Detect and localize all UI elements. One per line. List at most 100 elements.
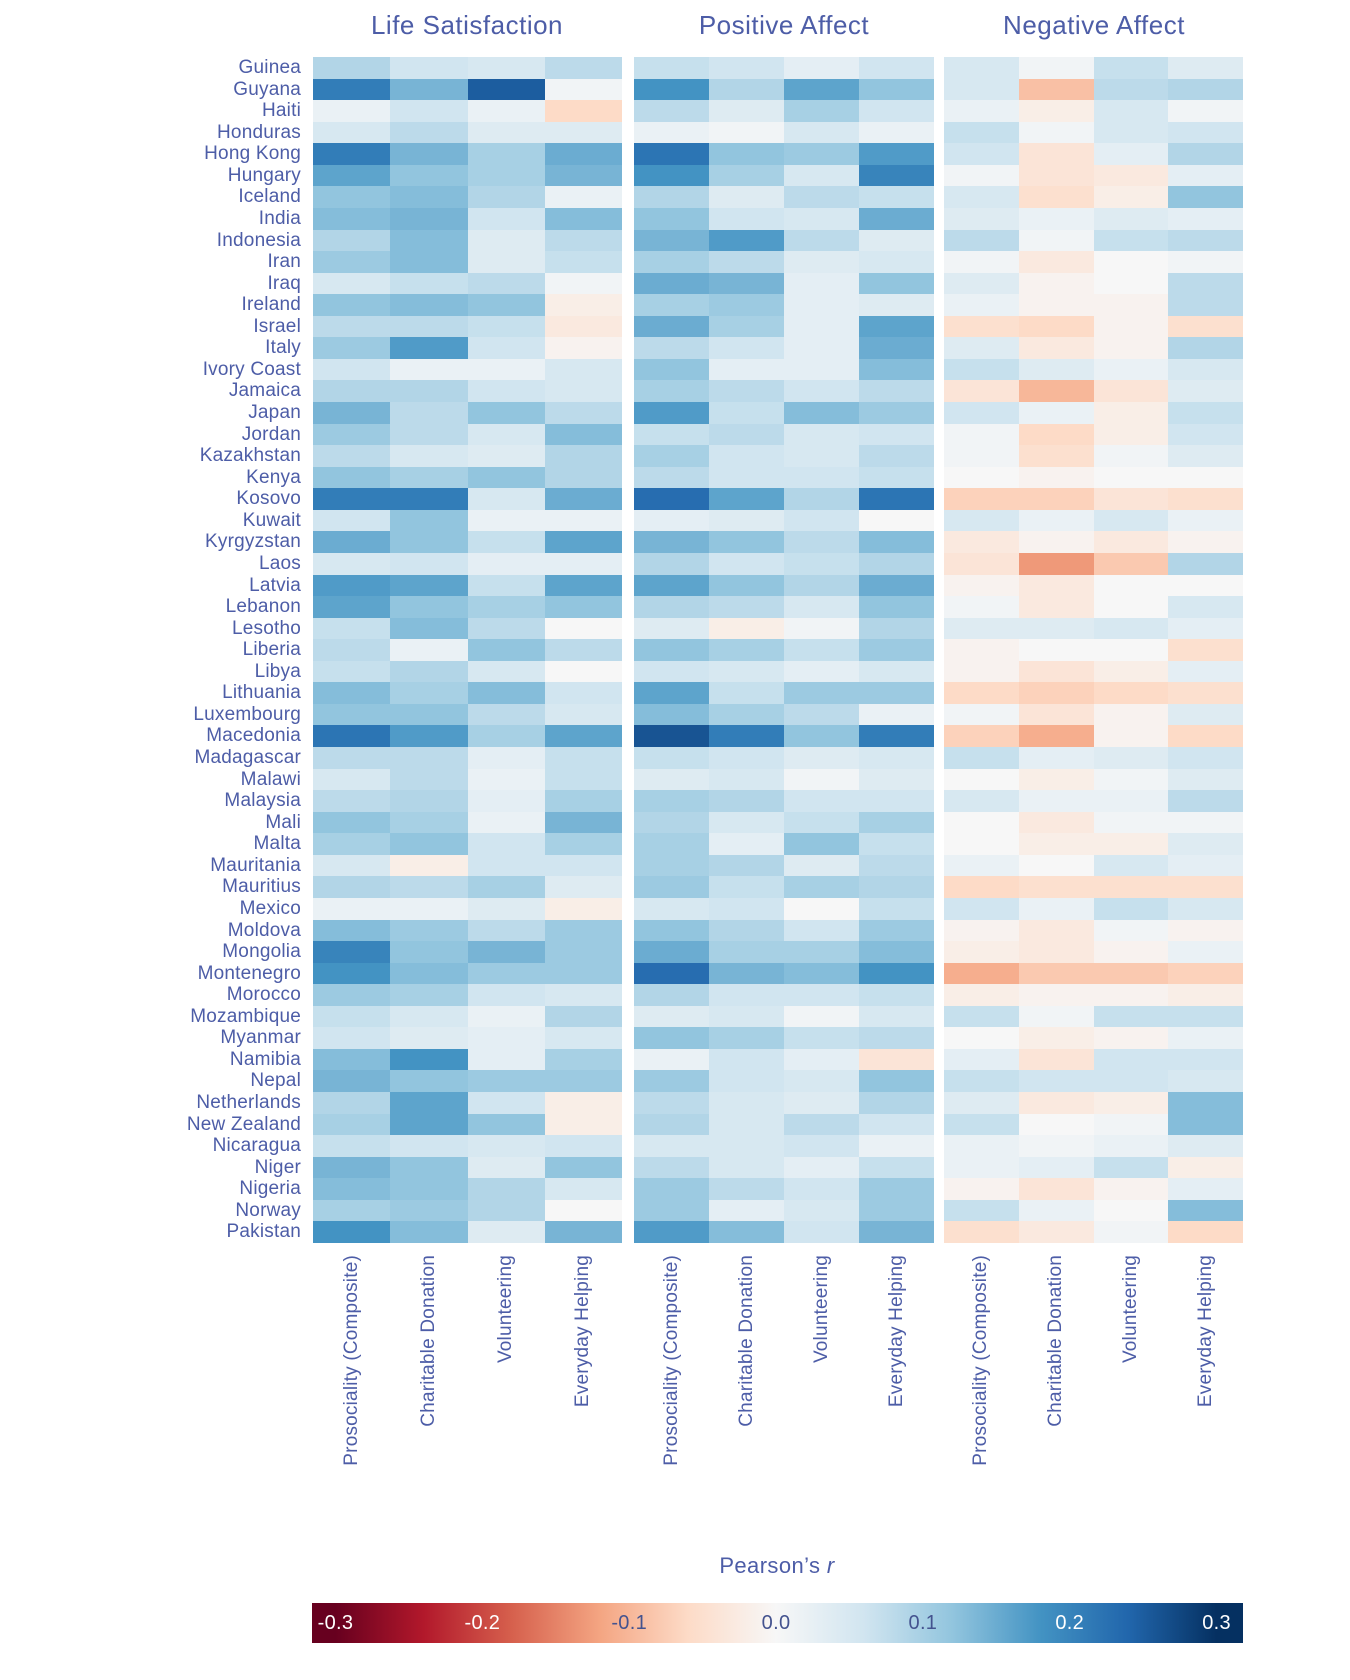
heatmap-cell bbox=[859, 57, 934, 79]
heatmap-cell bbox=[544, 897, 622, 920]
heatmap-cell bbox=[1093, 380, 1169, 403]
heatmap-cell bbox=[634, 78, 709, 101]
row-label: Madagascar bbox=[194, 747, 301, 768]
heatmap-cell bbox=[859, 1135, 934, 1157]
heatmap-cell bbox=[313, 1048, 391, 1071]
heatmap-cell bbox=[313, 358, 391, 381]
heatmap-cell bbox=[1093, 229, 1169, 252]
heatmap-cell bbox=[467, 57, 545, 79]
heatmap-cell bbox=[544, 876, 622, 898]
heatmap-cell bbox=[859, 574, 934, 597]
heatmap-cell bbox=[1018, 121, 1094, 144]
heatmap-cell bbox=[709, 251, 784, 273]
heatmap-cell bbox=[467, 596, 545, 618]
heatmap-cell bbox=[709, 1221, 784, 1243]
row-label: Lesotho bbox=[231, 617, 301, 639]
heatmap-cell bbox=[1093, 164, 1169, 187]
heatmap-cell bbox=[859, 466, 934, 489]
heatmap-cell bbox=[1018, 596, 1094, 618]
heatmap-cell bbox=[944, 423, 1019, 446]
row-label: India bbox=[258, 207, 301, 229]
heatmap-cell bbox=[1018, 941, 1094, 963]
heatmap-cell bbox=[709, 1113, 784, 1136]
heatmap-cell bbox=[784, 617, 859, 640]
heatmap-cell bbox=[313, 833, 391, 855]
row-label: Pakistan bbox=[226, 1221, 301, 1243]
heatmap-cell bbox=[390, 725, 468, 748]
heatmap-cell bbox=[709, 639, 784, 661]
heatmap-cell bbox=[634, 358, 709, 381]
heatmap-cell bbox=[1168, 1221, 1243, 1243]
heatmap-cell bbox=[1093, 854, 1169, 877]
heatmap-cell bbox=[709, 833, 784, 855]
heatmap-cell bbox=[709, 272, 784, 295]
heatmap-cell bbox=[390, 790, 468, 812]
heatmap-cell bbox=[859, 596, 934, 618]
heatmap-cell bbox=[313, 423, 391, 446]
heatmap-cell bbox=[709, 725, 784, 748]
heatmap-cell bbox=[709, 121, 784, 144]
heatmap-cell bbox=[467, 811, 545, 834]
heatmap-cell bbox=[313, 509, 391, 532]
heatmap-cell bbox=[313, 639, 391, 661]
heatmap-cell bbox=[709, 402, 784, 424]
heatmap-cell bbox=[784, 1135, 859, 1157]
heatmap-cell bbox=[544, 100, 622, 122]
heatmap-cell bbox=[390, 57, 468, 79]
heatmap-cell bbox=[709, 337, 784, 359]
heatmap-cell bbox=[544, 1135, 622, 1157]
heatmap-cell bbox=[1018, 962, 1094, 985]
row-label: Jamaica bbox=[228, 380, 301, 402]
heatmap-cell bbox=[709, 984, 784, 1006]
heatmap-cell bbox=[634, 57, 709, 79]
heatmap-cell bbox=[1168, 100, 1243, 122]
row-label: Netherlands bbox=[196, 1092, 301, 1113]
heatmap-cell bbox=[1018, 531, 1094, 553]
heatmap-cell bbox=[313, 919, 391, 942]
heatmap-cell bbox=[1168, 962, 1243, 985]
heatmap-cell bbox=[1168, 164, 1243, 187]
heatmap-cell bbox=[390, 186, 468, 208]
heatmap-cell bbox=[634, 1135, 709, 1157]
heatmap-cell bbox=[634, 1048, 709, 1071]
heatmap-cell bbox=[859, 186, 934, 208]
column-label: Charitable Donation bbox=[1045, 1255, 1067, 1427]
heatmap-cell bbox=[313, 790, 391, 812]
heatmap-cell bbox=[709, 876, 784, 898]
heatmap-cell bbox=[709, 1092, 784, 1114]
heatmap-cell bbox=[944, 596, 1019, 618]
heatmap-cell bbox=[313, 164, 391, 187]
row-label: Hungary bbox=[227, 164, 301, 186]
heatmap-cell bbox=[944, 833, 1019, 855]
heatmap-cell bbox=[784, 1156, 859, 1179]
heatmap-cell bbox=[1168, 272, 1243, 295]
heatmap-cell bbox=[1018, 897, 1094, 920]
heatmap-cell bbox=[544, 1005, 622, 1028]
heatmap-cell bbox=[634, 402, 709, 424]
colorbar-title-text: Pearson’s bbox=[719, 1553, 821, 1578]
heatmap-cell bbox=[1168, 552, 1243, 575]
heatmap-cell bbox=[784, 207, 859, 230]
heatmap-cell bbox=[634, 121, 709, 144]
heatmap-cell bbox=[1018, 380, 1094, 403]
heatmap-cell bbox=[390, 121, 468, 144]
heatmap-cell bbox=[944, 1135, 1019, 1157]
heatmap-cell bbox=[634, 1156, 709, 1179]
heatmap-cell bbox=[709, 703, 784, 726]
heatmap-cell bbox=[313, 380, 391, 403]
heatmap-cell bbox=[1168, 768, 1243, 791]
heatmap-cell bbox=[1093, 833, 1169, 855]
heatmap-cell bbox=[313, 1070, 391, 1093]
heatmap-cell bbox=[944, 682, 1019, 704]
heatmap-cell bbox=[1168, 466, 1243, 489]
heatmap-cell bbox=[784, 100, 859, 122]
heatmap-cell bbox=[634, 531, 709, 553]
heatmap-cell bbox=[467, 121, 545, 144]
heatmap-cell bbox=[709, 1048, 784, 1071]
heatmap-cell bbox=[634, 186, 709, 208]
row-label: Mauritania bbox=[210, 854, 301, 876]
heatmap-cell bbox=[944, 941, 1019, 963]
heatmap-cell bbox=[784, 186, 859, 208]
heatmap-cell bbox=[1093, 1048, 1169, 1071]
colorbar-title: Pearson’s r bbox=[719, 1553, 834, 1579]
